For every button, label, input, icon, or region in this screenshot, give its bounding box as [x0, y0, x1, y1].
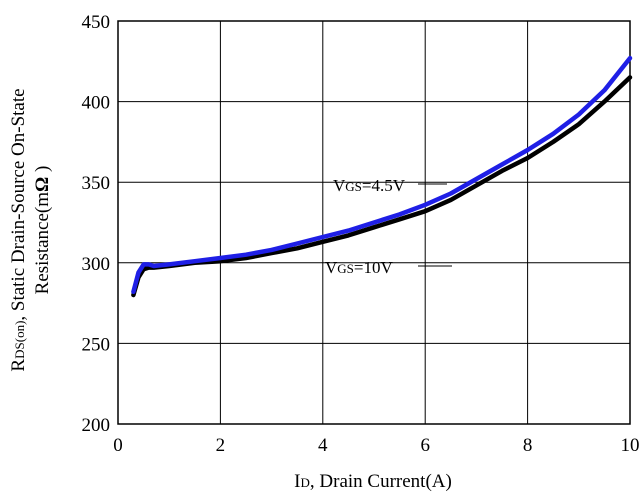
y-tick-label: 350: [82, 173, 111, 194]
x-tick-label: 2: [216, 435, 226, 456]
y-axis-title-line1-rest: , Static Drain-Source On-State: [8, 88, 29, 320]
series-line-vgs-4-5v: [131, 55, 633, 295]
y-axis-title-line1: RDS(on), Static Drain-Source On-State: [8, 88, 29, 371]
y-tick-label: 450: [82, 12, 111, 33]
y-tick-labels: 200 250 300 350 400 450: [82, 12, 111, 436]
y-tick-label: 300: [82, 254, 111, 275]
x-tick-label: 6: [420, 435, 430, 456]
x-axis-title-main: I: [294, 471, 300, 492]
series-label-text: VGS=10V: [325, 258, 393, 277]
y-tick-label: 200: [82, 415, 111, 436]
x-tick-label: 0: [113, 435, 123, 456]
series-label-text: VGS=4.5V: [333, 176, 406, 195]
x-axis-title-sub: D: [301, 475, 310, 490]
y-tick-label: 400: [82, 93, 111, 114]
x-tick-label: 8: [523, 435, 533, 456]
x-tick-labels: 0 2 4 6 8 10: [113, 435, 639, 456]
y-axis-title: RDS(on), Static Drain-Source On-State Re…: [8, 88, 53, 371]
series-layer: [131, 55, 633, 298]
x-axis-title: ID, Drain Current(A): [294, 471, 452, 492]
x-axis-title-rest: , Drain Current(A): [310, 471, 452, 492]
series-label-vgs-10v: VGS=10V: [325, 258, 452, 277]
y-tick-label: 250: [82, 334, 111, 355]
y-axis-title-omega: Ω: [32, 177, 53, 192]
y-axis-title-line2-main: Resistance(m: [32, 192, 53, 295]
y-axis-title-line2-rest: ): [32, 166, 53, 177]
y-axis-title-line1-main: R: [8, 359, 29, 372]
plot-frame: [117, 20, 631, 425]
y-axis-title-line2: Resistance(mΩ ): [32, 166, 53, 295]
series-label-vgs-4-5v: VGS=4.5V: [333, 176, 447, 195]
x-tick-label: 4: [318, 435, 328, 456]
x-tick-label: 10: [621, 435, 640, 456]
series-annotations: VGS=10V VGS=4.5V: [325, 176, 452, 277]
y-axis-title-line1-sub: DS(on): [12, 321, 27, 359]
